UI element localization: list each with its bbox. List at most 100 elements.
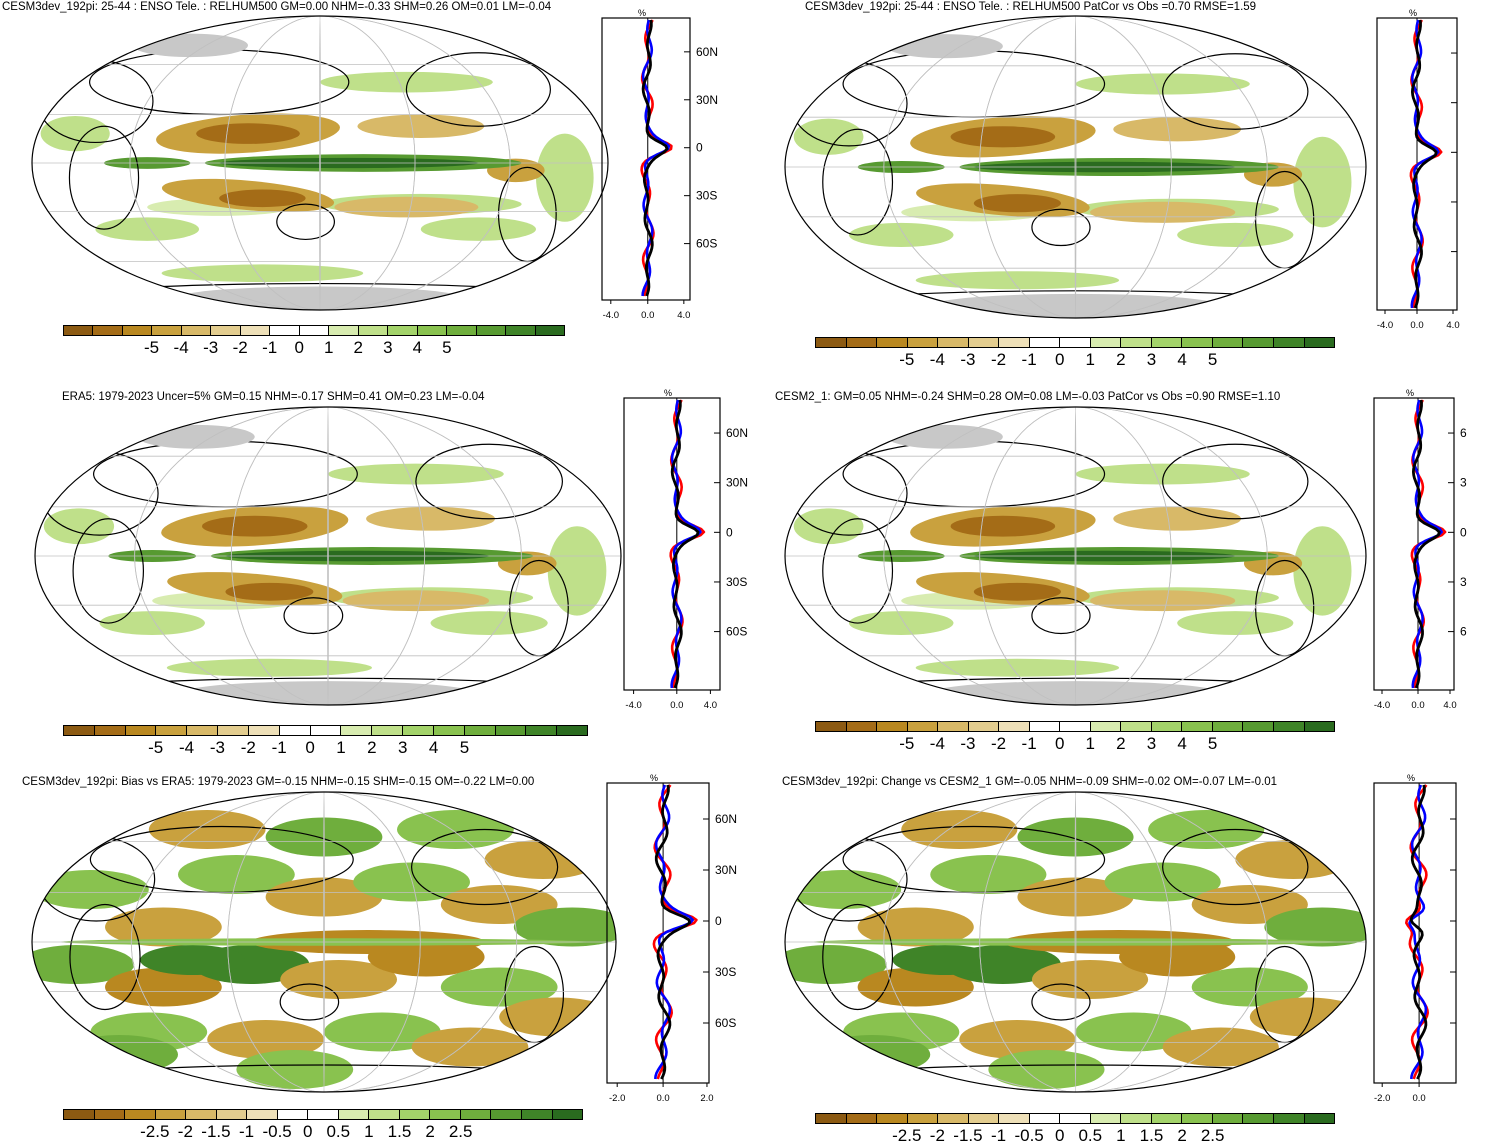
profile-curve-blue [670,399,702,689]
profile-x-label: -4.0 [1374,700,1390,711]
colorbar-box [552,1110,583,1119]
profile-unit-label: % [664,388,672,398]
anomaly-patch [202,515,308,537]
profile-lat-label: 60S [715,1016,736,1030]
colorbar-box [968,722,1000,731]
profile-frame [1373,397,1455,691]
colorbar-box [1273,338,1305,347]
colorbar-box [846,338,878,347]
anomaly-patch [420,217,536,241]
longitude-gridline [129,16,511,310]
map-field [35,407,621,705]
coastline [1162,53,1309,130]
zonal-mean-profile: % -4.0 0.0 4.0 [1376,8,1460,331]
colorbar-tick-label: -1 [238,1122,255,1141]
profile-x-label: -2.0 [1374,1093,1390,1104]
colorbar-box [907,722,939,731]
anomaly-patch [857,967,974,1007]
map-boundary [784,15,1367,319]
colorbar-tick-label: -3 [209,738,225,757]
profile-curve-black [1411,19,1438,309]
colorbar-box [907,1114,939,1123]
colorbar-box [877,722,908,731]
profile-lat-label: 0 [1460,525,1467,539]
colorbar-box [447,326,477,335]
profile-lat-label: 6 [1460,426,1467,440]
colorbar-box [506,326,536,335]
profile-curve-black [654,784,691,1080]
colorbar-box [240,326,271,335]
anomaly-patch [785,870,902,909]
profile-lat-label: 60S [726,625,747,639]
panel-title: ERA5: 1979-2023 Uncer=5% GM=0.15 NHM=-0.… [62,391,485,403]
anomaly-patch [166,658,372,677]
colorbar-box [310,726,342,735]
colorbar-tick-label: -3 [960,734,976,753]
robinson-map [34,406,622,706]
colorbar-tick-label: 5 [459,738,470,757]
colorbar-box [1273,1114,1305,1123]
colorbar-box [403,726,434,735]
colorbar-box [369,1110,400,1119]
colorbar-tick-label: 4 [1177,734,1187,753]
colorbar: -5 -4 -3 -2 -1 0 1 2 3 4 5 [815,337,1335,370]
colorbar-box [399,1110,431,1119]
profile-lat-label: 0 [696,141,703,155]
anomaly-patch [536,133,594,222]
profile-unit-label: % [1407,773,1415,783]
colorbar-box [491,1110,522,1119]
anomaly-patch [440,967,558,1007]
anomaly-patch [397,810,514,849]
colorbar: -2.5 -2 -1.5 -1 -0.5 0 0.5 1 1.5 2 2.5 [815,1113,1335,1146]
robinson-map [784,15,1367,319]
colorbar-box [1151,722,1183,731]
colorbar-box [125,1110,156,1119]
robinson-map [31,15,609,311]
colorbar: -2.5 -2 -1.5 -1 -0.5 0 0.5 1 1.5 2 2.5 [63,1109,583,1142]
colorbar-box [1090,338,1122,347]
anomaly-patch [280,960,397,999]
colorbar-tick-label: -1 [1021,734,1037,753]
longitude-gridline [883,407,1268,705]
colorbar-box [846,1114,878,1123]
longitude-gridline [1074,407,1077,705]
colorbar-box [1243,1114,1274,1123]
anomaly-patch [1264,907,1366,947]
anomaly-patch [430,611,548,635]
longitude-gridline [883,792,1268,1092]
colorbar-box [308,1110,339,1119]
coastline [822,903,894,1011]
profile-unit-label: % [638,8,646,18]
colorbar-box [521,1110,553,1119]
colorbar-tick-label: 0 [305,738,315,757]
colorbar-tick-label: 1.5 [387,1122,412,1141]
colorbar-tick-label: -1.5 [201,1122,231,1141]
longitude-gridline [883,16,1268,318]
coastline [276,203,336,241]
anomaly-patch [1031,960,1149,999]
anomaly-patch [95,217,200,241]
colorbar-box [464,726,496,735]
zonal-mean-profile: % 60N 30N 0 30S 60S -2.0 0.0 2.0 [606,773,737,1104]
colorbar-box [816,1114,847,1123]
profile-lat-label: 60S [696,237,717,251]
colorbar-box [938,338,969,347]
longitude-gridline [134,407,522,705]
profile-lat-label: 30S [726,575,747,589]
anomaly-patch [411,1027,529,1067]
colorbar-box [1121,722,1152,731]
colorbar-tick-label: -4 [173,338,189,357]
profile-lat-label: 30N [696,93,718,107]
colorbar-boxes [815,337,1335,348]
anomaly-patch [915,658,1120,677]
colorbar-box [155,1110,187,1119]
colorbar-tick-label: -3 [960,350,976,369]
colorbar-box [430,1110,461,1119]
colorbar-tick-label: -5 [148,738,164,757]
anomaly-patch [328,463,504,485]
colorbar-tick-label: -1 [990,1126,1007,1145]
colorbar-box [846,722,878,731]
coastline [822,128,894,236]
coastline [411,828,559,906]
colorbar-tick-label: 1.5 [1139,1126,1164,1145]
